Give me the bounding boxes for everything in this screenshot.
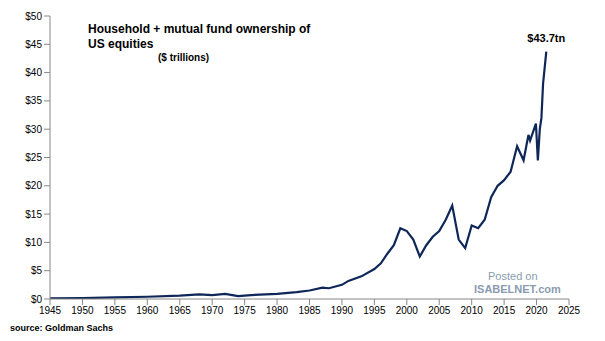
- svg-text:$25: $25: [25, 152, 42, 163]
- svg-text:$15: $15: [25, 209, 42, 220]
- html-text:($ trillions): ($ trillions): [158, 52, 210, 63]
- svg-text:1955: 1955: [104, 305, 127, 316]
- svg-text:2020: 2020: [525, 305, 548, 316]
- svg-text:2015: 2015: [493, 305, 516, 316]
- svg-text:1990: 1990: [331, 305, 354, 316]
- svg-text:2005: 2005: [428, 305, 451, 316]
- svg-text:1965: 1965: [169, 305, 192, 316]
- svg-text:1995: 1995: [363, 305, 386, 316]
- svg-text:$0: $0: [31, 294, 43, 305]
- svg-text:$50: $50: [25, 11, 42, 22]
- html-text:ISABELNET.com: ISABELNET.com: [474, 283, 561, 295]
- svg-text:1980: 1980: [266, 305, 289, 316]
- svg-text:1960: 1960: [136, 305, 159, 316]
- svg-text:1975: 1975: [234, 305, 257, 316]
- svg-text:$20: $20: [25, 180, 42, 191]
- html-text:Household + mutual fund owners: Household + mutual fund ownership of US …: [88, 22, 311, 51]
- svg-text:$43.7tn: $43.7tn: [527, 32, 565, 44]
- html-text:Posted on: Posted on: [488, 270, 538, 282]
- svg-text:2010: 2010: [461, 305, 484, 316]
- svg-text:$5: $5: [31, 265, 43, 276]
- svg-text:2025: 2025: [558, 305, 581, 316]
- svg-text:1985: 1985: [298, 305, 321, 316]
- svg-text:$45: $45: [25, 39, 42, 50]
- svg-text:1950: 1950: [71, 305, 94, 316]
- svg-text:1970: 1970: [201, 305, 224, 316]
- svg-text:$40: $40: [25, 67, 42, 78]
- html-text:source: Goldman Sachs: source: Goldman Sachs: [10, 323, 113, 333]
- svg-text:$35: $35: [25, 95, 42, 106]
- svg-text:1945: 1945: [39, 305, 62, 316]
- svg-text:$10: $10: [25, 237, 42, 248]
- svg-text:2000: 2000: [396, 305, 419, 316]
- svg-text:$30: $30: [25, 124, 42, 135]
